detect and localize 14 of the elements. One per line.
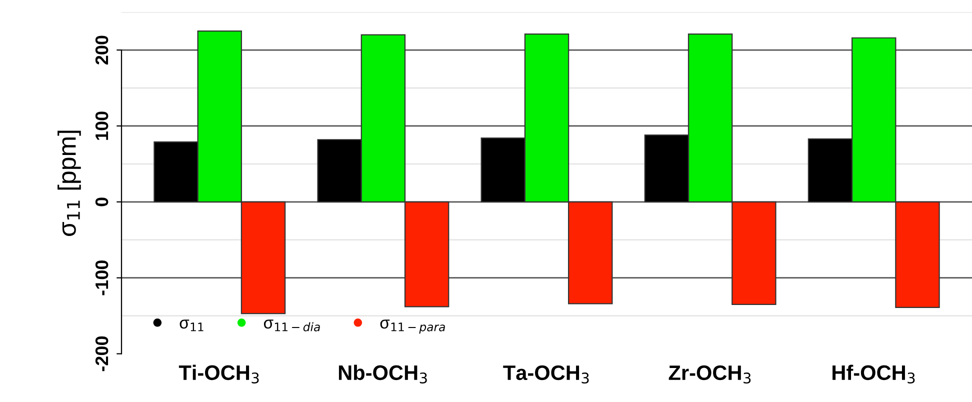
y-tick-label: 100 — [95, 112, 108, 140]
y-axis-title: σ$_{11}$ [ppm] — [58, 130, 81, 236]
y-tick-label: 0 — [95, 198, 108, 206]
legend-label: σ$_{11}$ — [180, 320, 204, 332]
x-tick-label: Zr-OCH$_{3}$ — [668, 365, 751, 384]
legend-label: σ$_{11−dia}$ — [264, 320, 320, 332]
x-tick-label: Ta-OCH$_{3}$ — [503, 365, 589, 384]
x-tick-label: Nb-OCH$_{3}$ — [338, 364, 427, 384]
y-tick-label: -200 — [95, 336, 108, 372]
legend-label: σ$_{11−para}$ — [380, 320, 445, 334]
x-tick-label: Hf-OCH$_{3}$ — [832, 364, 915, 384]
y-tick-label: -100 — [95, 260, 108, 296]
x-tick-label: Ti-OCH$_{3}$ — [178, 364, 259, 384]
y-tick-label: 200 — [95, 36, 108, 64]
